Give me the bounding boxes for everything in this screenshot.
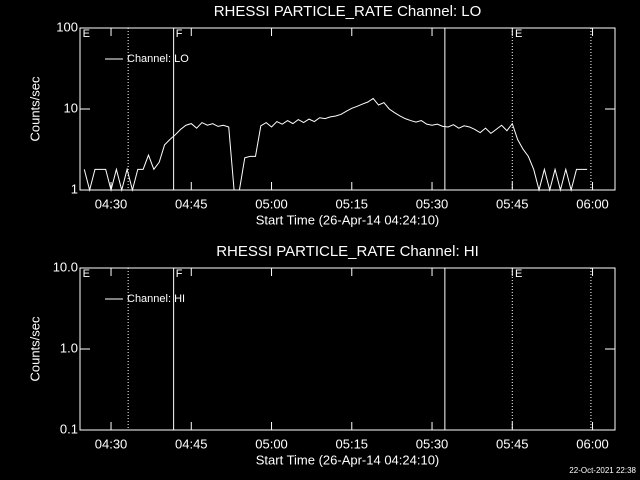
plot-frame — [79, 267, 616, 431]
flag-label: E — [83, 28, 90, 40]
x-tick-label: 04:30 — [95, 436, 128, 451]
flag-label: E — [515, 28, 522, 40]
x-tick-label: 04:30 — [95, 196, 128, 211]
flag-label: E — [83, 268, 90, 280]
y-tick-label: 0.1 — [60, 421, 78, 436]
x-tick-label: 06:00 — [576, 196, 609, 211]
legend-label: Channel: LO — [127, 53, 189, 65]
y-axis-label: Counts/sec — [27, 316, 42, 382]
chart-title: RHESSI PARTICLE_RATE Channel: LO — [214, 3, 482, 20]
x-tick-label: 05:15 — [336, 196, 369, 211]
data-line — [83, 97, 588, 192]
flag-label: E — [515, 268, 522, 280]
legend-label: Channel: HI — [127, 293, 185, 305]
y-axis-label: Counts/sec — [27, 76, 42, 142]
chart-title: RHESSI PARTICLE_RATE Channel: HI — [216, 243, 479, 260]
y-tick-label: 1.0 — [60, 340, 78, 355]
x-axis-label: Start Time (26-Apr-14 04:24:10) — [256, 212, 440, 227]
plot-frame — [79, 27, 616, 191]
flag-label: F — [176, 28, 183, 40]
flag-label: F — [176, 268, 183, 280]
x-tick-label: 05:30 — [416, 196, 449, 211]
x-tick-label: 05:00 — [255, 196, 288, 211]
x-tick-label: 05:45 — [496, 196, 529, 211]
y-tick-label: 1 — [71, 181, 78, 196]
y-tick-label: 10 — [64, 100, 78, 115]
x-tick-label: 04:45 — [175, 196, 208, 211]
y-tick-label: 10.0 — [53, 259, 78, 274]
x-tick-label: 05:15 — [336, 436, 369, 451]
x-tick-label: 04:45 — [175, 436, 208, 451]
x-tick-label: 05:45 — [496, 436, 529, 451]
x-axis-label: Start Time (26-Apr-14 04:24:10) — [256, 452, 440, 467]
x-tick-label: 06:00 — [576, 436, 609, 451]
x-tick-label: 05:30 — [416, 436, 449, 451]
x-tick-label: 05:00 — [255, 436, 288, 451]
y-tick-label: 100 — [56, 19, 78, 34]
timestamp: 22-Oct-2021 22:38 — [569, 466, 636, 475]
